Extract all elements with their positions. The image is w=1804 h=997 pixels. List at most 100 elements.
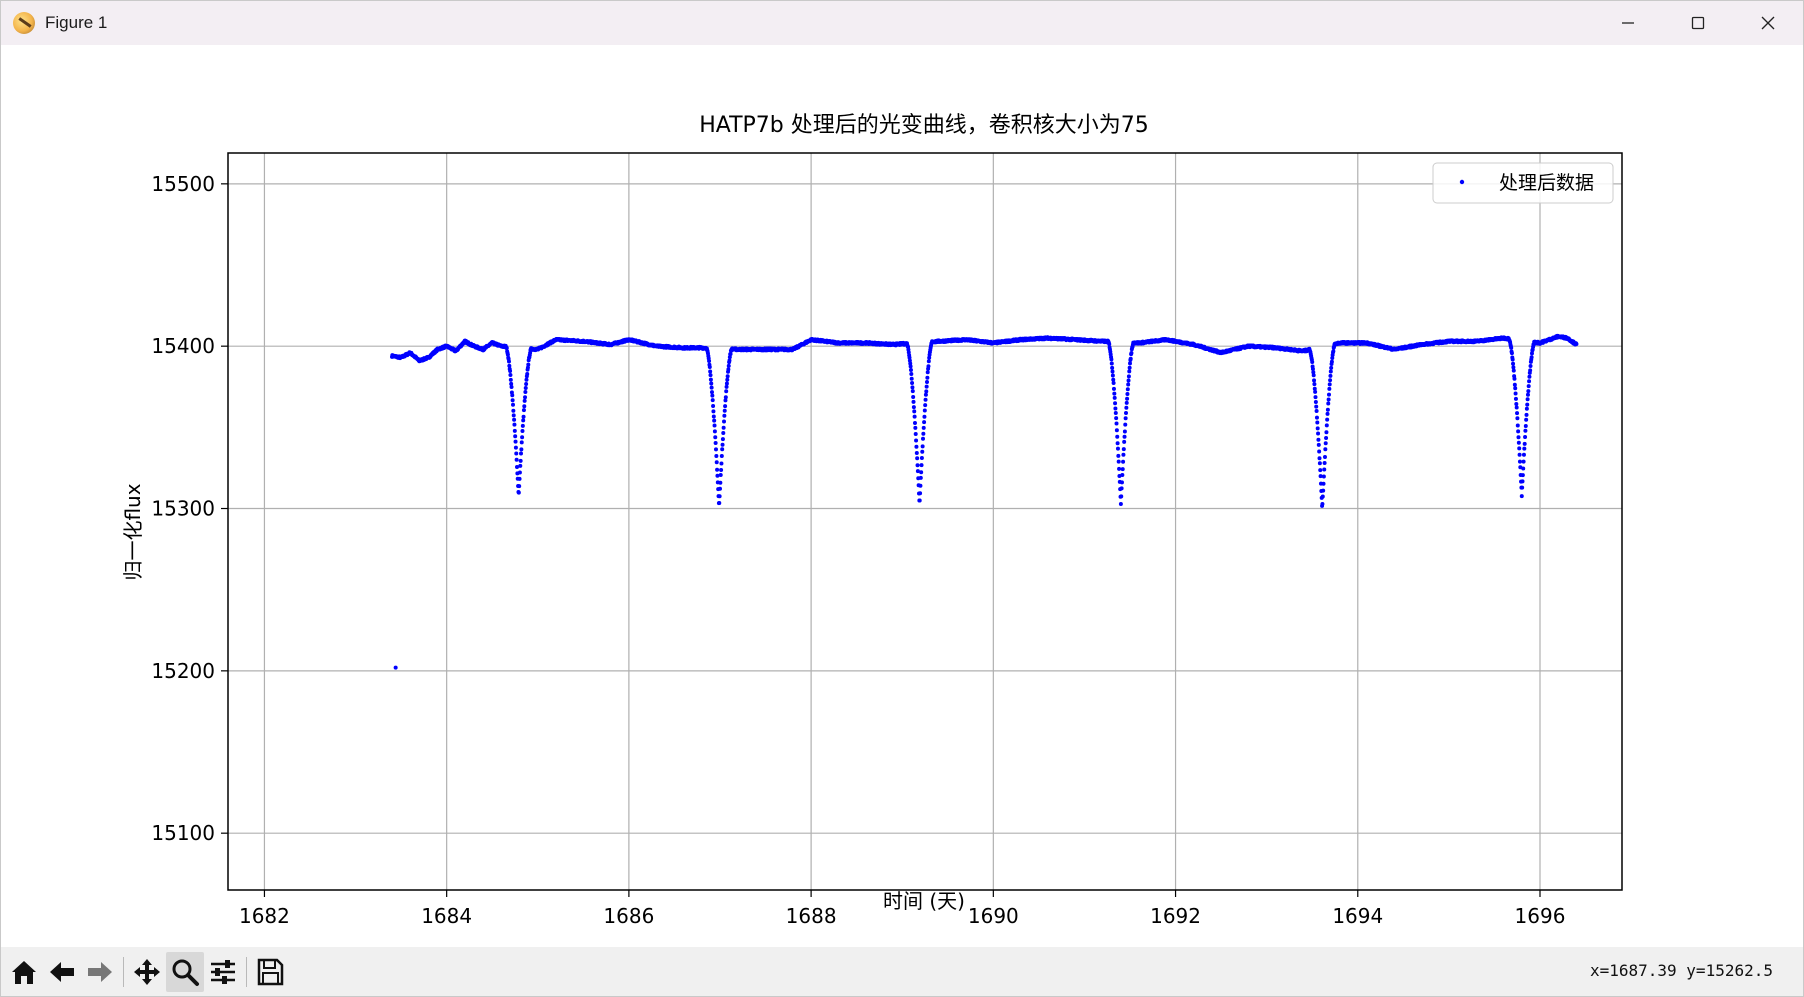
- data-point: [1325, 411, 1330, 416]
- data-point: [719, 461, 724, 466]
- data-point: [518, 458, 523, 463]
- data-point: [508, 368, 513, 373]
- data-point: [1121, 459, 1126, 464]
- data-point: [717, 494, 722, 499]
- data-point: [1315, 426, 1320, 431]
- data-point: [1123, 422, 1128, 427]
- data-point: [1113, 411, 1118, 415]
- data-point: [511, 402, 515, 407]
- forward-button[interactable]: [81, 952, 119, 992]
- data-point: [517, 470, 522, 475]
- data-point: [1517, 446, 1522, 451]
- data-point: [512, 428, 517, 433]
- data-point: [924, 384, 929, 389]
- data-point: [721, 431, 726, 436]
- configure-button[interactable]: [204, 952, 242, 992]
- data-point: [1521, 459, 1526, 464]
- data-point: [513, 434, 518, 439]
- legend-box: [1432, 162, 1614, 204]
- data-point: [1120, 467, 1125, 472]
- data-point: [1121, 447, 1126, 452]
- data-point: [1513, 396, 1518, 401]
- data-point: [727, 355, 732, 360]
- data-point: [1516, 440, 1521, 445]
- data-point: [719, 454, 724, 458]
- arrow-left-icon: [50, 961, 74, 982]
- legend: 处理后数据: [1432, 162, 1614, 204]
- data-point: [1514, 401, 1519, 406]
- data-point: [914, 450, 919, 455]
- data-point: [711, 409, 716, 414]
- data-point: [907, 355, 912, 360]
- data-point: [509, 381, 514, 386]
- data-point: [915, 463, 920, 468]
- data-point: [920, 444, 925, 449]
- title-bar[interactable]: Figure 1: [1, 1, 1803, 45]
- data-point: [1125, 396, 1130, 401]
- outlier-point: [393, 665, 398, 670]
- data-point: [1331, 349, 1336, 354]
- data-point: [1512, 376, 1517, 381]
- data-point: [915, 469, 920, 474]
- data-point: [518, 463, 523, 468]
- data-point: [1511, 365, 1516, 370]
- data-point: [1325, 417, 1330, 422]
- data-point: [1512, 382, 1517, 387]
- data-point: [1511, 368, 1516, 373]
- data-point: [1513, 386, 1518, 391]
- data-point: [1315, 420, 1320, 425]
- data-point: [1126, 378, 1131, 383]
- data-point: [717, 501, 722, 506]
- data-point: [1509, 351, 1514, 356]
- data-point: [1528, 368, 1533, 373]
- close-button[interactable]: [1733, 1, 1803, 45]
- magnifier-icon: [172, 959, 199, 986]
- data-point: [917, 498, 922, 503]
- data-point: [1110, 365, 1115, 370]
- data-point: [1313, 400, 1318, 404]
- data-point: [1109, 357, 1114, 362]
- pan-button[interactable]: [128, 952, 166, 992]
- figure-canvas[interactable]: HATP7b 处理后的光变曲线，卷积核大小为75 1682 1684 1686 168…: [1, 45, 1803, 947]
- data-point: [710, 393, 715, 398]
- data-point: [1324, 436, 1329, 441]
- data-point: [1326, 401, 1331, 406]
- data-point: [1114, 428, 1119, 433]
- data-point: [728, 351, 733, 356]
- data-point: [1317, 449, 1322, 454]
- data-point: [924, 389, 929, 394]
- move-icon: [134, 958, 160, 985]
- data-point: [923, 392, 928, 397]
- minimize-button[interactable]: [1593, 1, 1663, 45]
- data-point: [511, 413, 516, 418]
- data-point: [1312, 382, 1317, 387]
- zoom-button[interactable]: [166, 951, 204, 992]
- maximize-button[interactable]: [1663, 1, 1733, 45]
- data-point: [1514, 405, 1519, 410]
- save-button[interactable]: [251, 952, 289, 992]
- chart-svg[interactable]: HATP7b 处理后的光变曲线，卷积核大小为75 1682 1684 1686 168…: [1, 45, 1803, 947]
- data-point: [517, 476, 522, 481]
- data-point: [1128, 356, 1133, 361]
- y-tick-label: 15300: [151, 497, 215, 521]
- data-point: [726, 363, 731, 368]
- data-point: [711, 414, 716, 419]
- data-point: [722, 419, 727, 424]
- minimize-icon: [1622, 22, 1634, 24]
- data-point: [708, 373, 713, 378]
- back-button[interactable]: [43, 952, 81, 992]
- home-button[interactable]: [5, 952, 43, 992]
- data-point: [712, 429, 717, 434]
- data-point: [1314, 404, 1319, 409]
- data-point: [1122, 439, 1127, 444]
- data-point: [1320, 501, 1325, 506]
- data-point: [724, 384, 729, 389]
- data-point: [1110, 373, 1115, 378]
- data-point: [1510, 357, 1515, 362]
- data-point: [1314, 415, 1319, 420]
- toolbar-separator: [123, 956, 124, 987]
- data-point: [913, 425, 918, 430]
- data-point: [1517, 452, 1522, 457]
- data-point: [1119, 486, 1124, 491]
- data-point: [1322, 454, 1327, 459]
